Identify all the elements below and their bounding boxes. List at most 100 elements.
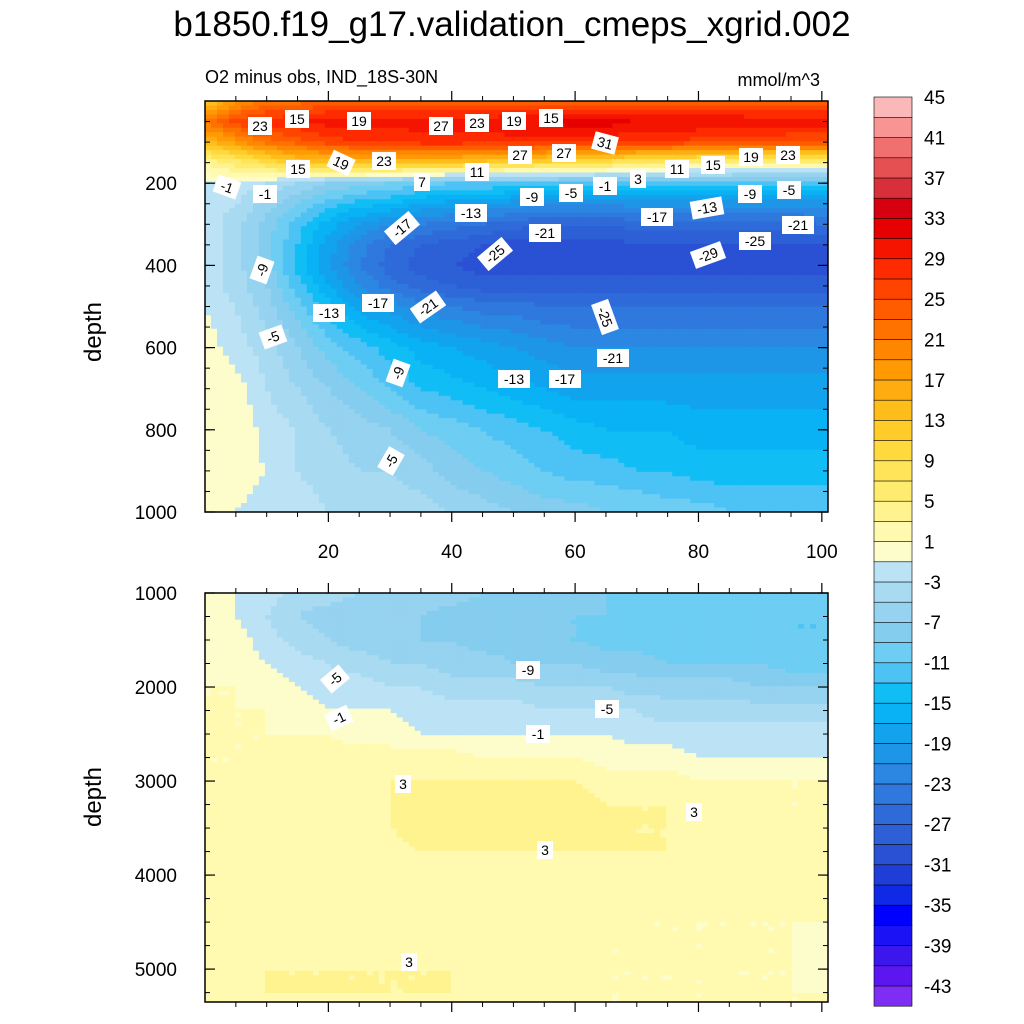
field-cell (300, 257, 308, 263)
field-cell (630, 239, 637, 245)
field-cell (636, 288, 643, 294)
field-cell (762, 279, 769, 285)
field-cell (252, 163, 260, 169)
field-cell (330, 261, 338, 267)
field-cell (264, 114, 272, 120)
field-cell (240, 252, 248, 258)
field-cell (432, 168, 440, 174)
field-cell (546, 159, 554, 165)
field-cell (222, 208, 230, 214)
field-cell (300, 221, 308, 227)
field-cell (744, 252, 751, 258)
field-cell (714, 145, 721, 151)
field-cell (504, 105, 512, 111)
field-cell (558, 141, 566, 147)
field-cell (768, 310, 775, 317)
field-cell (354, 297, 362, 303)
field-cell (246, 226, 254, 232)
field-cell (354, 261, 362, 267)
field-cell (288, 239, 296, 245)
field-cell (258, 150, 266, 156)
field-cell (810, 105, 817, 111)
field-cell (618, 217, 625, 223)
field-cell (708, 181, 715, 187)
field-cell (600, 243, 607, 250)
field-cell (726, 185, 733, 191)
field-cell (606, 163, 613, 169)
field-cell (282, 190, 290, 196)
field-cell (288, 257, 296, 263)
field-cell (612, 199, 619, 205)
field-cell (762, 101, 769, 107)
field-cell (432, 150, 440, 156)
field-cell (528, 141, 536, 147)
field-cell (360, 181, 368, 187)
field-cell (426, 203, 434, 209)
field-cell (822, 297, 828, 303)
field-cell (636, 275, 643, 281)
field-cell (510, 252, 518, 258)
field-cell (468, 266, 476, 272)
field-cell (342, 101, 350, 107)
field-cell (822, 105, 828, 111)
field-cell (594, 226, 601, 232)
field-cell (228, 270, 236, 276)
field-cell (276, 266, 284, 272)
field-cell (744, 310, 751, 317)
field-cell (552, 266, 560, 272)
field-cell (252, 172, 260, 178)
field-cell (702, 217, 709, 223)
field-cell (678, 101, 685, 107)
field-cell (354, 208, 362, 214)
field-cell (774, 257, 781, 263)
field-cell (378, 172, 386, 178)
field-cell (798, 257, 805, 263)
field-cell (222, 168, 230, 174)
field-cell (438, 243, 446, 250)
field-cell (696, 221, 703, 227)
field-cell (546, 293, 554, 299)
field-cell (738, 109, 745, 115)
field-cell (306, 261, 314, 267)
field-cell (270, 114, 278, 120)
field-cell (582, 163, 589, 169)
field-cell (306, 297, 314, 303)
field-cell (360, 176, 368, 183)
field-cell (354, 221, 362, 227)
field-cell (738, 279, 745, 285)
field-cell (492, 306, 500, 312)
field-cell (642, 145, 649, 151)
field-cell (720, 181, 727, 187)
field-cell (450, 310, 458, 317)
field-cell (222, 172, 230, 178)
field-cell (552, 310, 560, 317)
field-cell (570, 248, 577, 254)
field-cell (594, 266, 601, 272)
field-cell (594, 275, 601, 281)
field-cell (498, 181, 506, 187)
field-cell (672, 243, 679, 250)
field-cell (402, 101, 410, 107)
field-cell (780, 141, 787, 147)
field-cell (570, 266, 577, 272)
field-cell (510, 217, 518, 223)
field-cell (462, 284, 470, 290)
field-cell (258, 176, 266, 183)
field-cell (348, 127, 356, 133)
field-cell (486, 199, 494, 205)
field-cell (264, 212, 272, 218)
field-cell (522, 297, 530, 303)
field-cell (282, 297, 290, 303)
field-cell (816, 217, 823, 223)
field-cell (528, 297, 536, 303)
field-cell (426, 261, 434, 267)
field-cell (252, 212, 260, 218)
field-cell (570, 141, 577, 147)
field-cell (630, 221, 637, 227)
field-cell (408, 302, 416, 308)
field-cell (672, 118, 679, 124)
field-cell (606, 235, 613, 241)
field-cell (582, 252, 589, 258)
field-cell (360, 284, 368, 290)
field-cell (492, 203, 500, 209)
